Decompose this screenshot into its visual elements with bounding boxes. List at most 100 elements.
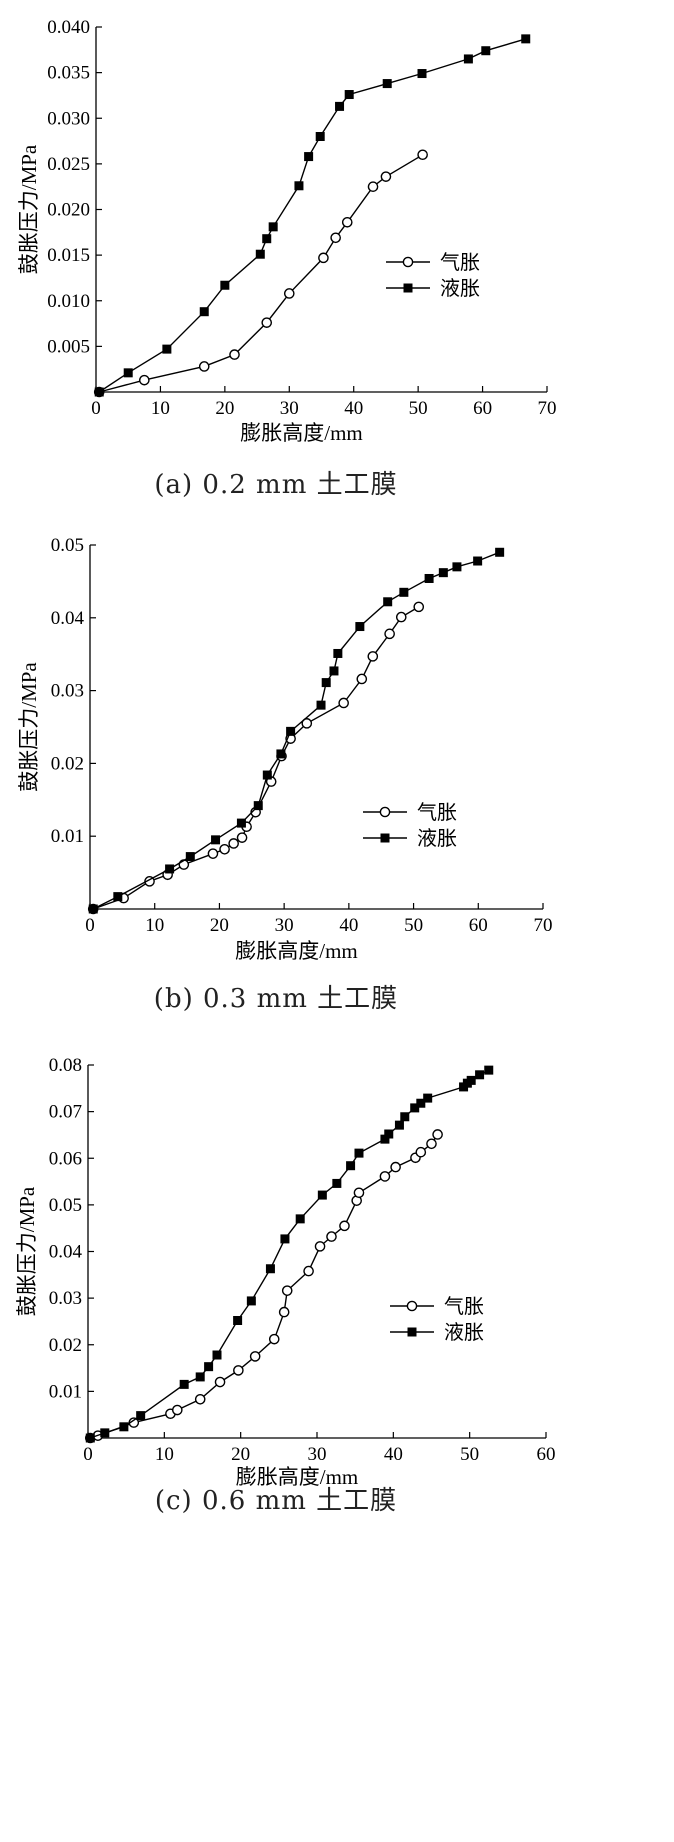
data-point — [236, 832, 248, 843]
x-tick-label: 30 — [280, 398, 299, 419]
data-point — [410, 1103, 420, 1113]
data-point — [94, 387, 104, 397]
data-point — [295, 1214, 305, 1224]
chart-svg: 0 10 20 30 40 50 60 70 0.01 0.02 0.03 0.04 0.05 膨胀高度/… — [17, 535, 553, 1014]
y-axis-title: 鼓胀压力/MPa — [15, 1186, 39, 1316]
legend-marker — [407, 1327, 417, 1337]
chart-svg: 0 10 20 30 40 50 60 0.01 0.02 0.03 0.04 0.05 0.06 0.0… — [15, 1055, 556, 1516]
legend-marker — [402, 256, 414, 268]
data-point — [354, 1148, 364, 1158]
y-tick-label: 0.035 — [47, 63, 90, 84]
data-point — [426, 1138, 437, 1150]
x-tick-label: 10 — [145, 915, 164, 936]
series-line — [98, 38, 526, 393]
data-point — [172, 1404, 183, 1416]
legend-label: 气胀 — [417, 801, 457, 824]
x-tick-label: 30 — [308, 1444, 327, 1465]
y-tick-label: 0.010 — [47, 291, 90, 312]
legend-marker — [403, 283, 413, 293]
data-point — [85, 1433, 95, 1443]
x-tick-label: 70 — [534, 915, 553, 936]
y-tick-label: 0.05 — [49, 1195, 82, 1216]
y-tick-label: 0.01 — [49, 1381, 82, 1402]
data-point — [198, 361, 210, 372]
data-point — [204, 1362, 214, 1372]
data-point — [281, 1285, 293, 1296]
data-point — [329, 666, 339, 676]
data-point — [330, 232, 341, 244]
data-point — [399, 587, 409, 597]
data-point — [262, 770, 272, 780]
data-point — [268, 1333, 280, 1345]
x-tick-label: 0 — [85, 915, 95, 936]
data-point — [228, 838, 239, 849]
data-point — [233, 1365, 244, 1376]
series-line — [92, 551, 500, 910]
legend-marker — [380, 833, 390, 843]
data-point — [195, 1372, 205, 1382]
data-point — [268, 222, 278, 232]
x-tick-label: 20 — [210, 915, 229, 936]
x-tick-label: 60 — [469, 915, 488, 936]
chart-caption: (b) 0.3 mm 土工膜 — [154, 984, 398, 1014]
data-point — [321, 678, 331, 688]
data-point — [236, 818, 246, 828]
x-tick-label: 20 — [215, 398, 234, 419]
data-point — [463, 54, 473, 64]
y-tick-label: 0.04 — [51, 608, 85, 629]
legend-label: 气胀 — [444, 1295, 484, 1318]
data-point — [423, 1093, 433, 1103]
data-point — [367, 651, 379, 662]
data-point — [473, 556, 483, 566]
y-axis-title: 鼓胀压力/MPa — [17, 662, 41, 792]
y-tick-label: 0.02 — [51, 753, 84, 774]
data-point — [379, 1171, 391, 1182]
data-point — [484, 1065, 494, 1075]
legend-label: 液胀 — [417, 827, 457, 850]
data-point — [338, 697, 349, 709]
data-point — [356, 673, 368, 685]
data-point — [233, 1316, 243, 1326]
data-point — [432, 1129, 443, 1140]
data-point — [139, 374, 150, 386]
data-point — [280, 1234, 290, 1244]
y-tick-label: 0.025 — [47, 154, 90, 175]
y-tick-label: 0.04 — [49, 1242, 83, 1263]
legend-label: 液胀 — [444, 1321, 484, 1344]
x-tick-label: 40 — [344, 398, 363, 419]
data-point — [380, 171, 392, 182]
y-tick-label: 0.02 — [49, 1335, 82, 1356]
legend-label: 液胀 — [440, 277, 480, 300]
data-point — [179, 1379, 189, 1389]
legend-marker — [406, 1300, 418, 1312]
data-point — [395, 611, 407, 623]
data-point — [294, 181, 304, 191]
data-point — [394, 1120, 404, 1130]
data-point — [416, 1098, 426, 1108]
x-tick-label: 60 — [537, 1444, 556, 1465]
x-axis-title: 膨胀高度/mm — [235, 939, 358, 963]
data-point — [212, 1350, 222, 1360]
x-tick-label: 50 — [460, 1444, 479, 1465]
series-liquid-inflation — [94, 34, 531, 397]
data-point — [481, 46, 491, 56]
data-point — [229, 349, 240, 360]
x-tick-label: 70 — [538, 398, 557, 419]
data-point — [100, 1428, 110, 1438]
data-point — [194, 1394, 206, 1405]
data-point — [400, 1112, 410, 1122]
y-tick-label: 0.06 — [49, 1148, 82, 1169]
x-tick-label: 60 — [473, 398, 492, 419]
x-tick-label: 40 — [384, 1444, 403, 1465]
data-point — [162, 344, 172, 354]
chart-panel-c: 0 10 20 30 40 50 60 0.01 0.02 0.03 0.04 0.05 0.06 0.0… — [0, 1045, 674, 1842]
chart-caption: (c) 0.6 mm 土工膜 — [155, 1486, 397, 1516]
data-point — [119, 1422, 129, 1432]
data-point — [452, 562, 462, 572]
chart-svg: 0 10 20 30 40 50 60 70 0.005 0.010 0.015 0.020 0.025… — [17, 17, 557, 500]
y-tick-label: 0.07 — [49, 1102, 82, 1123]
data-point — [339, 1220, 350, 1232]
data-point — [211, 835, 221, 845]
data-point — [246, 1296, 256, 1306]
